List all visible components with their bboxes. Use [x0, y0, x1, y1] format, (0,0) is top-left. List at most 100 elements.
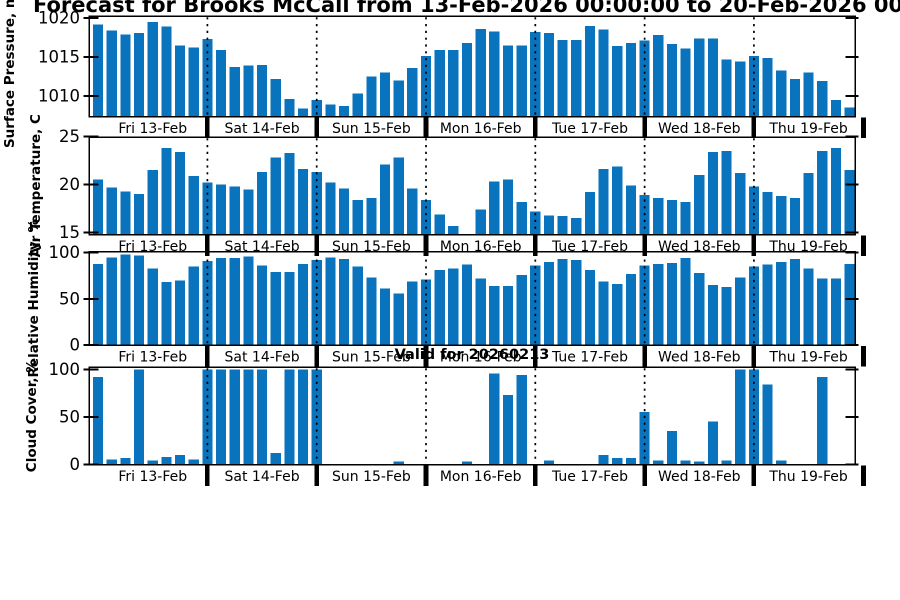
bar: [202, 39, 213, 117]
bar: [161, 282, 172, 345]
day-label: Fri 13-Feb: [118, 469, 187, 485]
bar: [461, 43, 473, 117]
bar: [202, 261, 213, 345]
bar: [625, 185, 637, 235]
bar: [475, 278, 486, 345]
bar: [120, 254, 131, 345]
bar: [489, 31, 500, 117]
bar: [93, 377, 104, 465]
bar: [625, 273, 637, 345]
bar: [243, 369, 254, 465]
bar: [420, 199, 432, 235]
bar: [707, 151, 718, 235]
bar: [475, 28, 486, 117]
bar: [762, 57, 773, 117]
bar: [625, 43, 637, 117]
day-boundary-tick: [314, 235, 319, 256]
day-boundary-tick: [751, 117, 757, 138]
day-boundary-tick: [533, 465, 538, 486]
day-label: Wed 18-Feb: [658, 239, 741, 255]
y-axis-label-cloud-cover: Cloud Cover, %: [24, 359, 40, 472]
bar: [325, 182, 336, 235]
bar: [666, 43, 677, 117]
bar: [680, 460, 691, 465]
valid-for-label: Valid for 20260213: [394, 347, 550, 363]
day-boundary-tick: [423, 346, 429, 367]
day-boundary-tick: [861, 465, 866, 486]
bar: [735, 277, 746, 345]
bar: [789, 198, 800, 235]
relative-humidity-bars: [93, 254, 855, 345]
bar: [379, 288, 391, 345]
day-boundary-tick: [205, 465, 210, 486]
bar: [284, 369, 295, 465]
bar: [216, 184, 227, 235]
bar: [161, 456, 172, 465]
bar: [297, 169, 309, 235]
y-tick-label: 15: [59, 223, 80, 242]
bar: [571, 39, 582, 117]
day-boundary-tick: [423, 465, 429, 486]
y-axis-label-surface-pressure: Surface Pressure, mb: [2, 0, 18, 148]
day-boundary-tick: [642, 346, 647, 367]
bar: [120, 34, 131, 117]
surface-pressure-bars: [93, 21, 855, 117]
day-label: Thu 19-Feb: [768, 350, 848, 366]
bar: [694, 38, 705, 117]
bar: [817, 150, 828, 235]
y-tick-label: 100: [49, 243, 81, 262]
bar: [106, 187, 117, 235]
bar: [434, 50, 445, 117]
bar: [393, 461, 404, 465]
panel-cloud-cover: 0 50 100 Fri 13-Feb Sat 14-Feb Sun 15-Feb Mon …: [24, 359, 866, 486]
bar: [134, 32, 145, 117]
bar: [653, 263, 664, 345]
bar: [147, 21, 158, 117]
bar: [762, 264, 773, 345]
bar: [571, 260, 582, 345]
bar: [502, 179, 514, 235]
y-tick-label: 25: [59, 127, 80, 146]
bar: [366, 277, 377, 345]
bar: [448, 268, 459, 345]
bar: [707, 38, 718, 117]
bar: [516, 45, 527, 117]
bar: [721, 59, 732, 117]
bar: [707, 285, 718, 345]
bar: [161, 26, 172, 117]
bar: [379, 72, 391, 117]
bar: [106, 30, 117, 117]
bar: [502, 395, 514, 465]
day-boundary-tick: [861, 117, 866, 138]
bar: [694, 273, 705, 345]
bar: [257, 369, 268, 465]
bar: [188, 47, 199, 117]
bar: [106, 459, 117, 465]
bar: [789, 78, 800, 117]
day-boundary-tick: [423, 117, 429, 138]
bar: [448, 225, 459, 235]
bar: [134, 194, 145, 235]
bar: [257, 64, 268, 117]
bar: [598, 29, 609, 117]
day-label: Sat 14-Feb: [225, 239, 300, 255]
bar: [229, 369, 240, 465]
bar: [489, 373, 500, 465]
y-tick-label: 1010: [38, 86, 80, 105]
bar: [311, 260, 322, 345]
bar: [776, 196, 787, 235]
bar: [721, 460, 732, 465]
bar: [202, 182, 213, 235]
bar: [243, 65, 254, 117]
day-label: Wed 18-Feb: [658, 469, 741, 485]
bar: [475, 209, 486, 235]
day-boundary-tick: [751, 235, 757, 256]
bar: [502, 285, 514, 345]
bar: [338, 106, 350, 117]
bar: [216, 258, 227, 345]
bar: [735, 173, 746, 235]
bar: [106, 257, 117, 345]
bar: [707, 421, 718, 465]
bar: [284, 99, 295, 117]
day-boundary-tick: [533, 117, 538, 138]
